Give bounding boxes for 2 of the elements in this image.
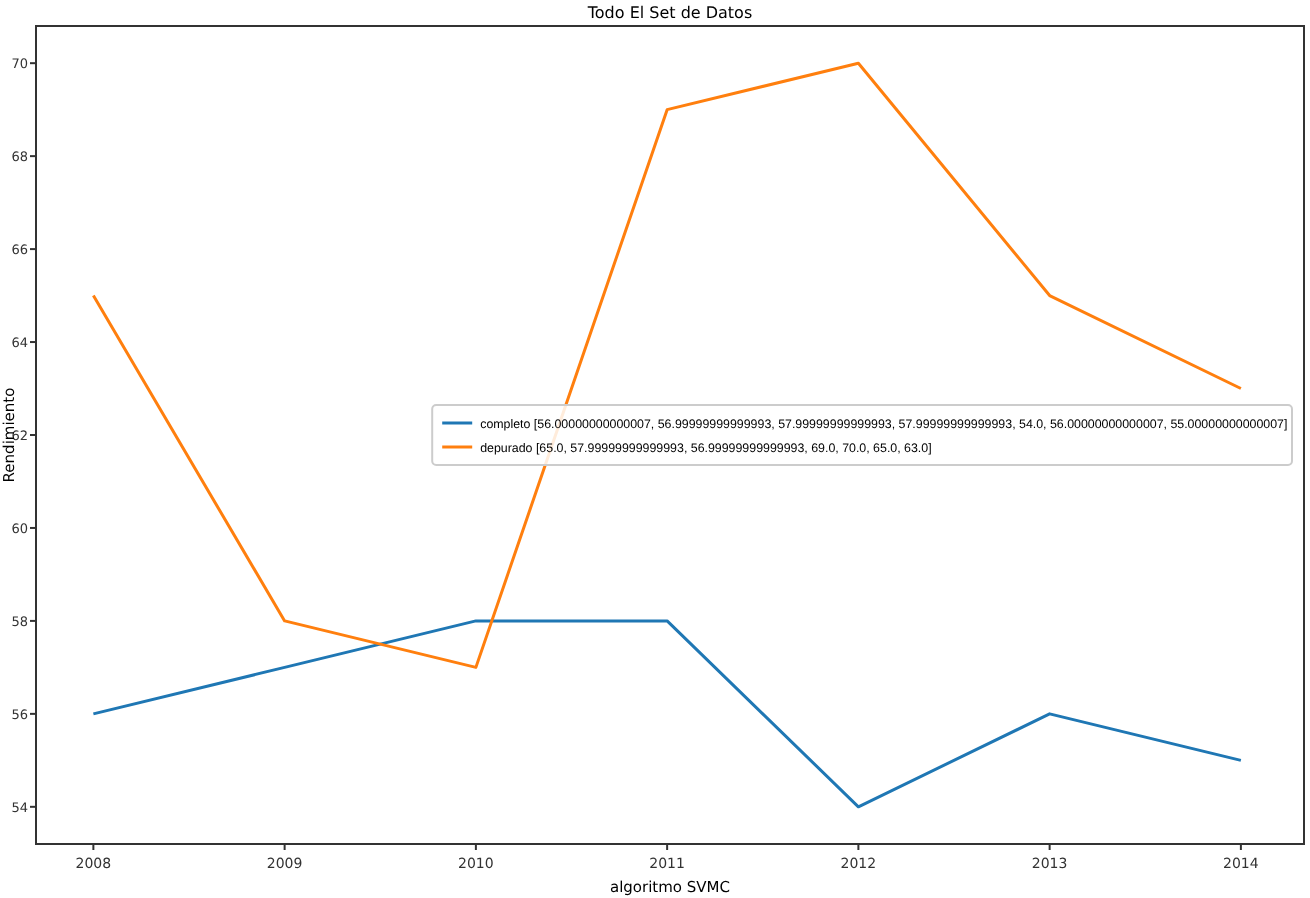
line-series: [91, 619, 1243, 809]
chart-title: Todo El Set de Datos: [585, 4, 753, 22]
